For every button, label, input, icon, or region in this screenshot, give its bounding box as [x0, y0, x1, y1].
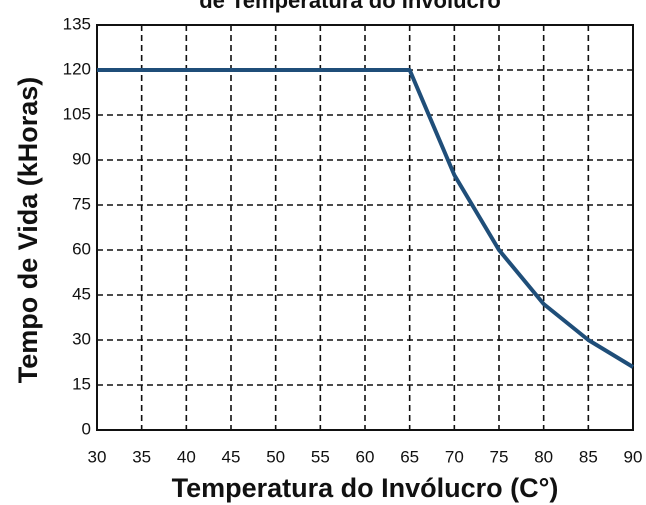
- x-tick-label: 35: [132, 447, 151, 466]
- x-tick-label: 75: [490, 447, 509, 466]
- y-tick-label: 105: [63, 104, 91, 123]
- x-tick-label: 55: [311, 447, 330, 466]
- x-tick-label: 65: [400, 447, 419, 466]
- x-tick-label: 60: [356, 447, 375, 466]
- y-tick-label: 75: [72, 194, 91, 213]
- y-tick-label: 15: [72, 374, 91, 393]
- y-tick-label: 60: [72, 239, 91, 258]
- y-tick-label: 90: [72, 149, 91, 168]
- x-tick-label: 90: [624, 447, 643, 466]
- y-tick-label: 120: [63, 59, 91, 78]
- x-tick-label: 85: [579, 447, 598, 466]
- x-tick-label: 45: [222, 447, 241, 466]
- x-tick-label: 50: [266, 447, 285, 466]
- chart: de Temperatura do Invólucro Temperatura …: [0, 0, 646, 505]
- x-axis-label: Temperatura do Invólucro (C°): [172, 473, 559, 503]
- y-tick-label: 45: [72, 284, 91, 303]
- x-tick-label: 40: [177, 447, 196, 466]
- x-tick-label: 30: [88, 447, 107, 466]
- y-tick-label: 135: [63, 14, 91, 33]
- x-tick-label: 80: [534, 447, 553, 466]
- chart-title: de Temperatura do Invólucro: [199, 0, 501, 13]
- y-tick-label: 30: [72, 329, 91, 348]
- x-tick-label: 70: [445, 447, 464, 466]
- y-tick-label: 0: [82, 419, 91, 438]
- y-axis-label: Tempo de Vida (kHoras): [13, 77, 43, 384]
